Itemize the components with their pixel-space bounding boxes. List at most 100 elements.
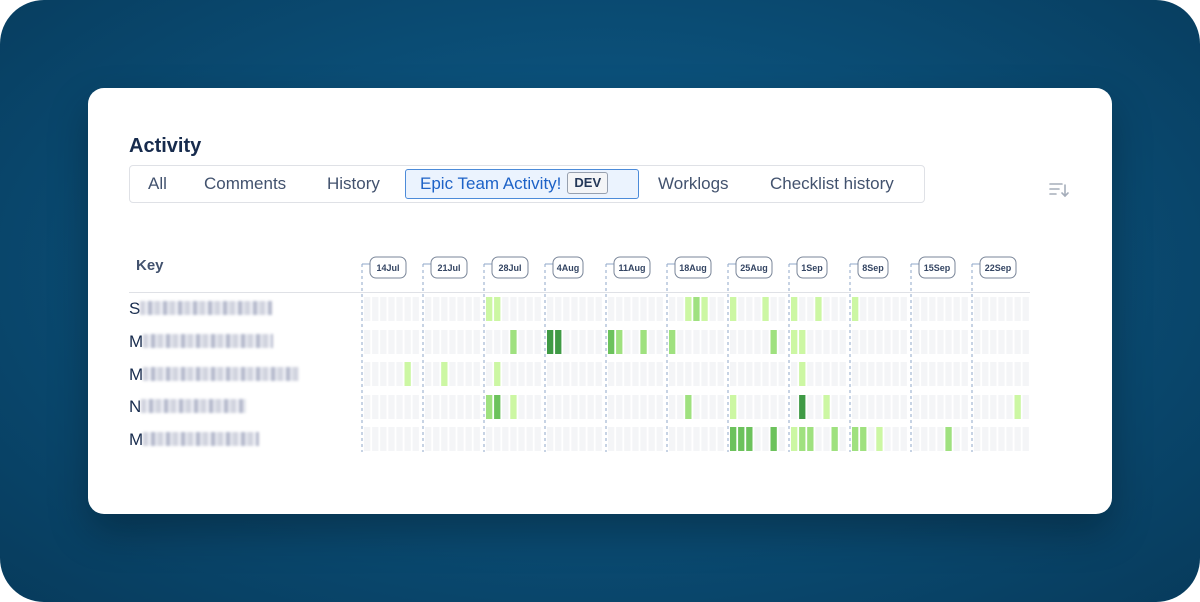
activity-cell[interactable] bbox=[616, 330, 623, 354]
activity-cell[interactable] bbox=[730, 297, 737, 321]
activity-cell-empty bbox=[998, 395, 1005, 419]
activity-cell[interactable] bbox=[876, 427, 883, 451]
activity-cell-empty bbox=[823, 297, 830, 321]
row-key-label[interactable]: S bbox=[129, 298, 273, 320]
activity-cell-empty bbox=[457, 395, 464, 419]
activity-cell[interactable] bbox=[860, 427, 867, 451]
activity-cell-empty bbox=[457, 362, 464, 386]
activity-cell[interactable] bbox=[738, 427, 745, 451]
tab-checklist-history[interactable]: Checklist history bbox=[770, 174, 894, 193]
activity-cell-empty bbox=[404, 297, 411, 321]
activity-cell-empty bbox=[433, 362, 440, 386]
activity-cell[interactable] bbox=[608, 330, 615, 354]
activity-cell[interactable] bbox=[791, 427, 798, 451]
tab-epic-team-activity[interactable]: Epic Team Activity! DEV bbox=[405, 169, 639, 199]
activity-cell[interactable] bbox=[701, 297, 708, 321]
activity-cell-empty bbox=[449, 395, 456, 419]
row-key-label[interactable]: M bbox=[129, 331, 274, 353]
activity-cell-empty bbox=[441, 330, 448, 354]
activity-cell-empty bbox=[860, 362, 867, 386]
activity-cell-empty bbox=[982, 297, 989, 321]
activity-cell[interactable] bbox=[494, 297, 501, 321]
activity-cell-empty bbox=[953, 362, 960, 386]
activity-cell[interactable] bbox=[510, 395, 517, 419]
activity-cell-empty bbox=[547, 395, 554, 419]
activity-cell[interactable] bbox=[441, 362, 448, 386]
activity-cell-empty bbox=[473, 330, 480, 354]
activity-cell-empty bbox=[380, 427, 387, 451]
activity-cell[interactable] bbox=[494, 395, 501, 419]
activity-cell-empty bbox=[1014, 330, 1021, 354]
activity-cell[interactable] bbox=[945, 427, 952, 451]
activity-cell-empty bbox=[770, 395, 777, 419]
activity-cell-empty bbox=[404, 395, 411, 419]
activity-cell[interactable] bbox=[730, 395, 737, 419]
activity-cell[interactable] bbox=[815, 297, 822, 321]
activity-cell[interactable] bbox=[852, 297, 859, 321]
activity-cell[interactable] bbox=[730, 427, 737, 451]
row-key-label[interactable]: N bbox=[129, 396, 247, 418]
activity-cell[interactable] bbox=[640, 330, 647, 354]
activity-cell[interactable] bbox=[791, 330, 798, 354]
activity-cell-empty bbox=[815, 395, 822, 419]
activity-cell[interactable] bbox=[807, 427, 814, 451]
activity-cell-empty bbox=[624, 330, 631, 354]
activity-cell[interactable] bbox=[555, 330, 562, 354]
activity-cell-empty bbox=[868, 330, 875, 354]
tab-all[interactable]: All bbox=[148, 174, 167, 193]
activity-cell-empty bbox=[677, 362, 684, 386]
activity-cell-empty bbox=[632, 395, 639, 419]
activity-cell[interactable] bbox=[799, 395, 806, 419]
activity-cell-empty bbox=[412, 395, 419, 419]
activity-cell-empty bbox=[717, 297, 724, 321]
activity-cell[interactable] bbox=[823, 395, 830, 419]
activity-cell[interactable] bbox=[852, 427, 859, 451]
activity-cell[interactable] bbox=[510, 330, 517, 354]
activity-cell[interactable] bbox=[799, 330, 806, 354]
activity-cell-empty bbox=[518, 427, 525, 451]
activity-cell-empty bbox=[640, 427, 647, 451]
activity-cell-empty bbox=[807, 395, 814, 419]
activity-cell[interactable] bbox=[799, 427, 806, 451]
activity-cell-empty bbox=[364, 427, 371, 451]
activity-cell[interactable] bbox=[1014, 395, 1021, 419]
week-label: 28Jul bbox=[498, 263, 521, 273]
activity-cell[interactable] bbox=[746, 427, 753, 451]
row-key-label[interactable]: M bbox=[129, 429, 260, 451]
activity-cell-empty bbox=[587, 427, 594, 451]
activity-cell[interactable] bbox=[762, 297, 769, 321]
activity-cell[interactable] bbox=[494, 362, 501, 386]
activity-cell-empty bbox=[510, 362, 517, 386]
activity-cell-empty bbox=[860, 297, 867, 321]
activity-cell[interactable] bbox=[770, 330, 777, 354]
activity-cell[interactable] bbox=[770, 427, 777, 451]
activity-cell[interactable] bbox=[685, 297, 692, 321]
activity-cell[interactable] bbox=[791, 297, 798, 321]
sort-descending-icon[interactable] bbox=[1048, 180, 1070, 200]
tab-comments[interactable]: Comments bbox=[204, 174, 287, 193]
activity-cell[interactable] bbox=[486, 297, 493, 321]
activity-cell-empty bbox=[656, 330, 663, 354]
row-key-label[interactable]: M bbox=[129, 364, 300, 386]
activity-cell-empty bbox=[579, 427, 586, 451]
tab-worklogs[interactable]: Worklogs bbox=[658, 174, 729, 193]
activity-cell-empty bbox=[364, 362, 371, 386]
activity-cell-empty bbox=[1006, 427, 1013, 451]
activity-cell-empty bbox=[839, 427, 846, 451]
activity-cell[interactable] bbox=[831, 427, 838, 451]
activity-cell[interactable] bbox=[547, 330, 554, 354]
tab-history[interactable]: History bbox=[327, 174, 380, 193]
activity-cell-empty bbox=[913, 427, 920, 451]
activity-cell-empty bbox=[1022, 395, 1029, 419]
activity-cell-empty bbox=[892, 297, 899, 321]
activity-cell[interactable] bbox=[693, 297, 700, 321]
activity-cell-empty bbox=[632, 297, 639, 321]
activity-cell[interactable] bbox=[404, 362, 411, 386]
activity-cell-empty bbox=[1022, 330, 1029, 354]
activity-cell[interactable] bbox=[685, 395, 692, 419]
activity-cell[interactable] bbox=[799, 362, 806, 386]
activity-cell[interactable] bbox=[486, 395, 493, 419]
activity-cell[interactable] bbox=[669, 330, 676, 354]
activity-cell-empty bbox=[953, 427, 960, 451]
activity-cell-empty bbox=[502, 297, 509, 321]
